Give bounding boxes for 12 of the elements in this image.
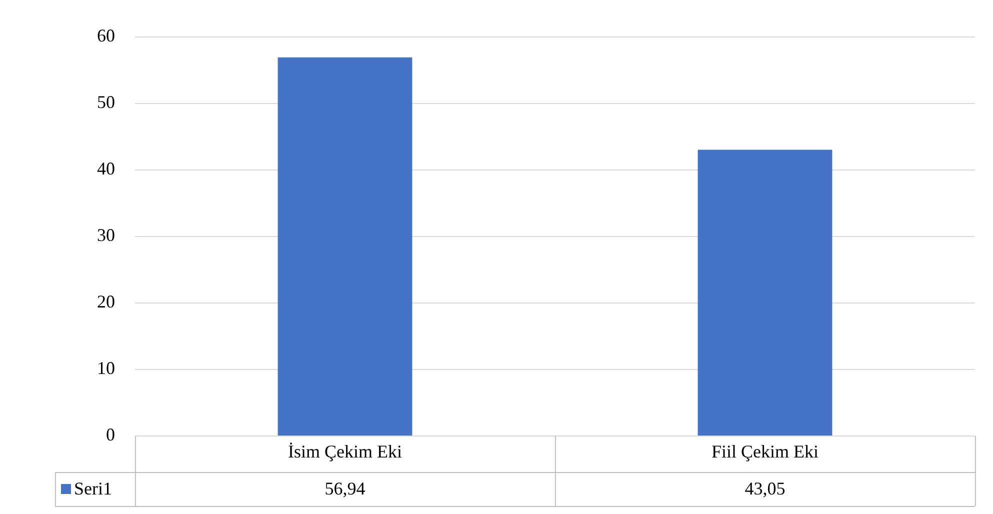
- data-label: 43,05: [744, 478, 786, 499]
- data-label: 56,94: [324, 478, 366, 499]
- legend-label: Seri1: [74, 478, 112, 499]
- y-tick-label: 50: [97, 92, 115, 112]
- y-tick-label: 40: [97, 158, 115, 179]
- x-tick-label: Fiil Çekim Eki: [711, 442, 819, 462]
- x-tick-label: İsim Çekim Eki: [288, 442, 402, 462]
- y-tick-label: 60: [97, 26, 115, 46]
- y-tick-label: 0: [106, 424, 115, 445]
- y-tick-label: 30: [97, 225, 115, 246]
- y-tick-label: 10: [97, 358, 115, 378]
- y-tick-label: 20: [97, 292, 115, 312]
